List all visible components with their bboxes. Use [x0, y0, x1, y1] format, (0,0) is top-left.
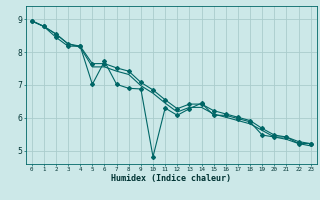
X-axis label: Humidex (Indice chaleur): Humidex (Indice chaleur) — [111, 174, 231, 183]
